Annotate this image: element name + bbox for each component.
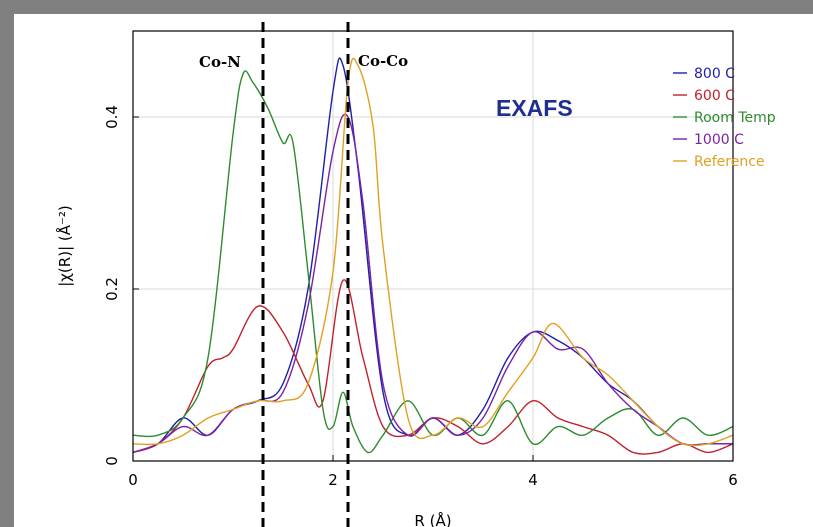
series-lines [132, 57, 734, 455]
legend-label: 800 C [694, 66, 735, 82]
x-tick-label: 2 [328, 471, 338, 489]
x-tick-label: 0 [128, 471, 138, 489]
series-line-600-c [132, 279, 734, 455]
x-tick-label: 6 [728, 471, 738, 489]
series-line-room-temp [132, 70, 734, 454]
plot-area-border [132, 30, 734, 462]
y-axis-title: |χ(R)| (Å⁻²) [55, 205, 74, 287]
legend-label: Reference [694, 154, 765, 170]
annotation-co-co: Co-Co [358, 52, 408, 70]
legend: 800 C 600 C Room Temp 1000 C Reference [673, 66, 776, 170]
y-tick-label: 0.4 [103, 105, 121, 129]
x-axis-title: R (Å) [414, 511, 451, 527]
annotation-exafs: EXAFS [496, 95, 573, 121]
exafs-chart: 0 2 4 6 0 0.2 0.4 |χ(R)| (Å⁻²) R (Å) Co-N Co-C… [55, 22, 776, 527]
axis-ticks: 0 2 4 6 0 0.2 0.4 [103, 105, 738, 489]
y-tick-label: 0 [103, 456, 121, 466]
series-line-1000-c [132, 113, 733, 454]
grid-lines [132, 31, 734, 462]
x-tick-label: 4 [528, 471, 538, 489]
legend-label: Room Temp [694, 110, 776, 126]
series-line-reference [132, 57, 734, 447]
chart-panel: 0 2 4 6 0 0.2 0.4 |χ(R)| (Å⁻²) R (Å) Co-N Co-C… [14, 14, 813, 527]
annotation-co-n: Co-N [199, 53, 241, 71]
legend-label: 600 C [694, 88, 735, 104]
legend-label: 1000 C [694, 132, 744, 148]
y-tick-label: 0.2 [103, 277, 121, 301]
reference-lines [261, 22, 350, 527]
